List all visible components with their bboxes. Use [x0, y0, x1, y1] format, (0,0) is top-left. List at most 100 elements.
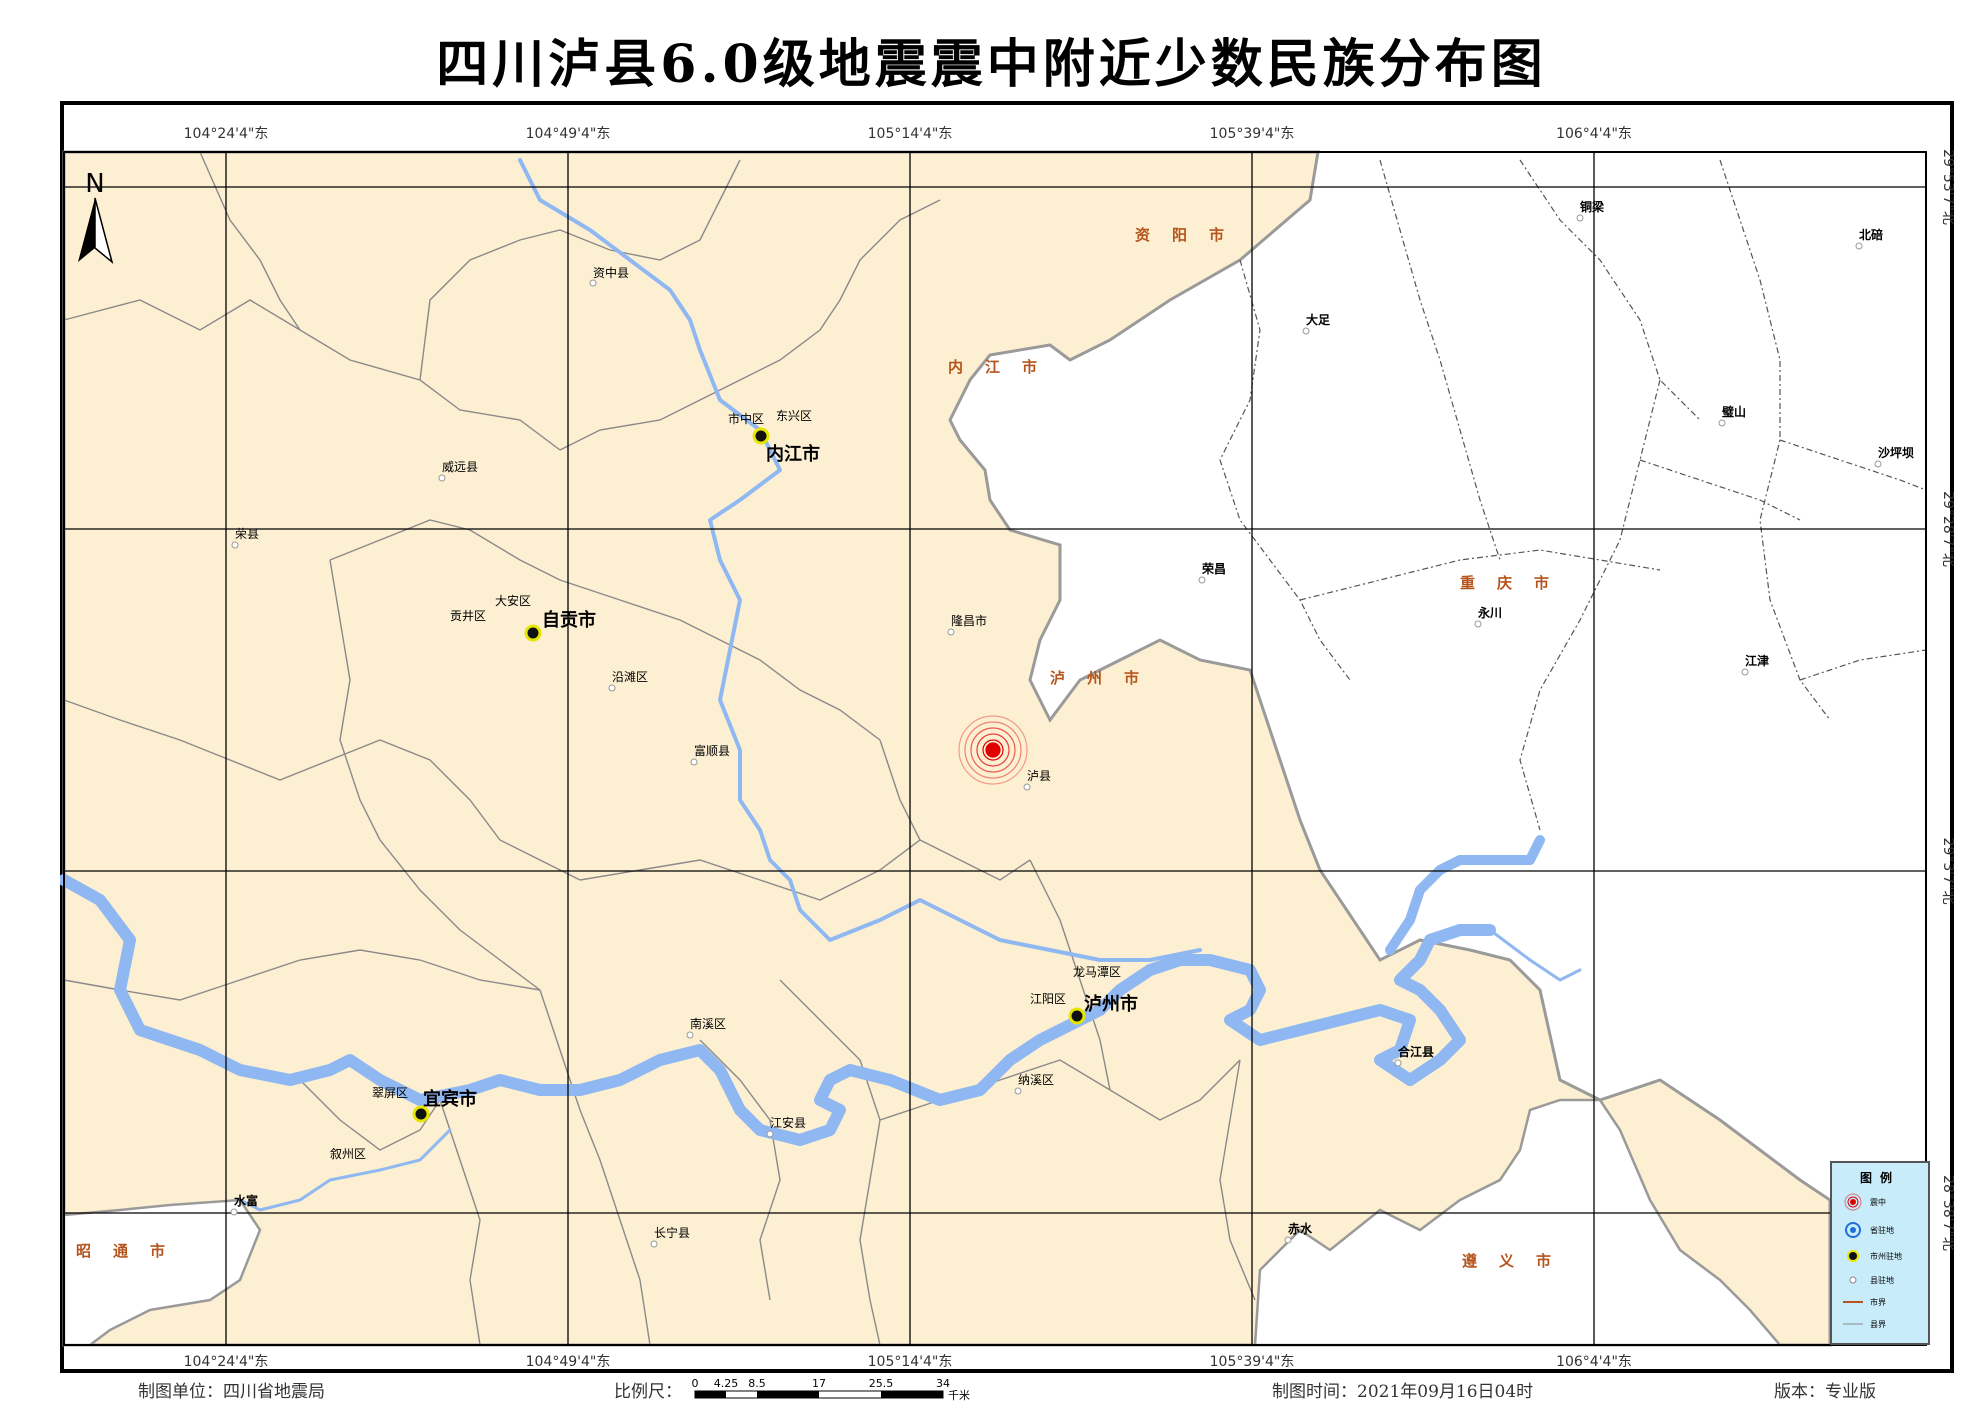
legend-item-province: 省驻地 — [1836, 1219, 1928, 1241]
county-beibei: 北碚 — [1855, 227, 1883, 250]
region-labels: 资阳市 内江市 泸州市 重庆市 昭通市 遵义市 — [76, 226, 1573, 1270]
city-seat-luzhou[interactable]: 泸州市 — [1068, 993, 1138, 1025]
svg-text:隆昌市: 隆昌市 — [951, 613, 987, 628]
county-chishui: 赤水 — [1284, 1221, 1313, 1244]
region-label-luzhou: 泸州市 — [1050, 669, 1161, 687]
svg-text:永川: 永川 — [1477, 605, 1502, 620]
rivers — [60, 158, 1582, 1212]
county-shapingba: 沙坪坝 — [1874, 446, 1914, 468]
svg-text:沙坪坝: 沙坪坝 — [1878, 446, 1914, 460]
county-tongliang: 铜梁 — [1576, 199, 1604, 222]
region-label-neijiang: 内江市 — [948, 358, 1059, 376]
county-nanxi: 南溪区 — [686, 1016, 726, 1039]
county-changning: 长宁县 — [650, 1225, 690, 1248]
graticule — [64, 152, 1926, 1345]
county-hejiang: 合江县 — [1394, 1044, 1434, 1067]
lon-top-3: 105°14'4"东 — [868, 126, 953, 142]
lon-top-1: 104°24'4"东 — [184, 126, 269, 142]
county-boundary-icon — [1843, 1323, 1863, 1325]
map-inner-border — [63, 151, 1927, 1346]
lon-top-4: 105°39'4"东 — [1210, 126, 1295, 142]
svg-text:铜梁: 铜梁 — [1580, 199, 1604, 214]
lat-right-1: 29°53'7"北 — [1940, 149, 1954, 225]
lat-right-4: 28°38'7"北 — [1940, 1175, 1954, 1251]
svg-text:荣昌: 荣昌 — [1201, 561, 1226, 576]
lon-bottom-2: 104°49'4"东 — [526, 1354, 611, 1370]
sichuan-region — [62, 150, 1832, 1347]
svg-text:威远县: 威远县 — [442, 460, 478, 474]
legend-title: 图例 — [1859, 1171, 1900, 1185]
svg-text:资中县: 资中县 — [593, 265, 629, 280]
svg-text:北碚: 北碚 — [1859, 227, 1883, 242]
scale-bar: 0 4.25 8.5 17 25.5 34 千米 — [692, 1378, 971, 1402]
svg-text:江安县: 江安县 — [770, 1115, 806, 1130]
svg-text:N: N — [85, 169, 104, 199]
svg-text:荣县: 荣县 — [235, 527, 259, 541]
svg-text:宜宾市: 宜宾市 — [423, 1088, 477, 1110]
region-label-chongqing: 重庆市 — [1460, 574, 1571, 592]
svg-text:沿滩区: 沿滩区 — [612, 670, 648, 684]
svg-text:南溪区: 南溪区 — [690, 1016, 726, 1031]
county-yongchuan: 永川 — [1474, 605, 1502, 628]
district-gongjing: 贡井区 — [450, 609, 486, 623]
zunyi-patch — [1253, 1098, 1783, 1347]
scale-tick-5: 34 — [936, 1378, 950, 1390]
lon-bottom-3: 105°14'4"东 — [868, 1354, 953, 1370]
county-rong: 荣县 — [231, 527, 259, 549]
county-naxi: 纳溪区 — [1014, 1073, 1054, 1095]
city-seat-yibin[interactable]: 宜宾市 — [412, 1088, 477, 1123]
county-shuifu: 水富 — [230, 1193, 258, 1216]
district-jiangyang: 江阳区 — [1030, 992, 1066, 1006]
svg-text:内江市: 内江市 — [766, 443, 820, 465]
scale-unit: 千米 — [948, 1389, 970, 1402]
county-jiangjin: 江津 — [1741, 653, 1769, 676]
county-bishan: 璧山 — [1718, 404, 1746, 427]
scale-tick-4: 25.5 — [869, 1378, 894, 1390]
legend-item-county-boundary: 县界 — [1836, 1313, 1928, 1335]
district-cuiping: 翠屏区 — [372, 1086, 408, 1100]
svg-text:合江县: 合江县 — [1398, 1044, 1434, 1059]
county-fushun: 富顺县 — [690, 743, 730, 766]
lat-right-2: 29°28'7"北 — [1940, 491, 1954, 567]
footer-time: 制图时间：2021年09月16日04时 — [1272, 1382, 1534, 1402]
legend-item-city: 市州驻地 — [1836, 1245, 1928, 1267]
footer-scale-label: 比例尺： — [614, 1382, 682, 1402]
svg-text:大足: 大足 — [1306, 312, 1330, 327]
county-longchang: 隆昌市 — [947, 613, 987, 636]
place-markers: 内江市 自贡市 宜宾市 泸州市 市中区 东兴区 大安区 贡井区 龙马潭区 江阳区… — [230, 199, 1914, 1248]
svg-text:江津: 江津 — [1745, 653, 1769, 668]
county-boundaries — [63, 151, 1256, 1346]
region-label-ziyang: 资阳市 — [1135, 226, 1246, 244]
legend-box: 图例 震中 省驻地 市州驻地 县驻地 市界 — [1830, 1161, 1930, 1345]
epicenter-icon[interactable] — [958, 715, 1028, 785]
county-lu: 泸县 — [1023, 769, 1051, 791]
chongqing-boundaries — [1219, 159, 1927, 831]
scale-tick-1: 4.25 — [714, 1378, 739, 1390]
legend-item-epicenter: 震中 — [1836, 1191, 1928, 1213]
city-seat-zigong[interactable]: 自贡市 — [524, 609, 596, 642]
district-dongxing: 东兴区 — [776, 409, 812, 423]
county-seat-icon — [1849, 1276, 1857, 1284]
svg-text:长宁县: 长宁县 — [654, 1225, 690, 1240]
county-weiyuan: 威远县 — [438, 460, 478, 482]
lon-top-5: 106°4'4"东 — [1556, 126, 1632, 142]
north-arrow-icon: N — [78, 169, 114, 265]
scale-tick-2: 8.5 — [748, 1378, 766, 1390]
map-canvas[interactable]: 104°24'4"东 104°49'4"东 105°14'4"东 105°39'… — [60, 101, 1954, 1373]
footer-unit: 制图单位：四川省地震局 — [138, 1382, 325, 1402]
epicenter-legend-icon — [1844, 1193, 1862, 1211]
county-zizhong: 资中县 — [589, 265, 629, 287]
city-seat-neijiang[interactable]: 内江市 — [752, 427, 820, 465]
svg-text:富顺县: 富顺县 — [694, 743, 730, 758]
lon-top-2: 104°49'4"东 — [526, 126, 611, 142]
region-label-zunyi: 遵义市 — [1462, 1252, 1573, 1270]
footer-version: 版本：专业版 — [1774, 1382, 1876, 1402]
district-daan: 大安区 — [495, 593, 531, 608]
legend-item-county: 县驻地 — [1836, 1269, 1928, 1291]
lon-bottom-5: 106°4'4"东 — [1556, 1354, 1632, 1370]
lat-right-3: 29°3'7"北 — [1940, 838, 1954, 905]
svg-text:自贡市: 自贡市 — [542, 609, 596, 631]
scale-tick-3: 17 — [812, 1378, 826, 1390]
province-seat-icon — [1845, 1222, 1861, 1238]
lon-bottom-1: 104°24'4"东 — [184, 1354, 269, 1370]
